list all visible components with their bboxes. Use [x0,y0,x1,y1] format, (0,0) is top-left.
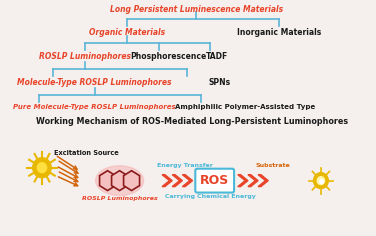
Polygon shape [182,175,193,187]
Text: Long Persistent Luminescence Materials: Long Persistent Luminescence Materials [110,5,283,14]
Text: SPNs: SPNs [208,78,230,87]
Polygon shape [172,175,182,187]
Ellipse shape [96,166,144,196]
Text: Organic Materials: Organic Materials [89,28,165,37]
Text: ROS: ROS [200,174,229,187]
Circle shape [37,163,47,173]
Text: ROSLP Luminophores: ROSLP Luminophores [39,52,131,61]
Polygon shape [124,171,139,191]
Polygon shape [162,175,172,187]
Text: Working Mechanism of ROS-Mediated Long-Persistent Luminophores: Working Mechanism of ROS-Mediated Long-P… [36,117,348,126]
Text: Energy Transfer: Energy Transfer [157,163,213,168]
Polygon shape [100,171,115,191]
Text: Substrate: Substrate [256,163,290,168]
Text: Excitation Source: Excitation Source [54,150,119,156]
Polygon shape [238,175,248,187]
Polygon shape [248,175,258,187]
Text: ROSLP Luminophores: ROSLP Luminophores [82,196,158,201]
Circle shape [33,158,51,178]
Polygon shape [258,175,268,187]
Text: Amphiphilic Polymer-Assisted Type: Amphiphilic Polymer-Assisted Type [175,104,315,110]
Text: TADF: TADF [206,52,229,61]
Text: Molecule-Type ROSLP Luminophores: Molecule-Type ROSLP Luminophores [17,78,172,87]
Text: Phosphorescence: Phosphorescence [130,52,207,61]
Polygon shape [112,171,127,191]
FancyBboxPatch shape [195,169,234,193]
Text: Inorganic Materials: Inorganic Materials [237,28,321,37]
Text: Carrying Chemical Energy: Carrying Chemical Energy [165,194,256,198]
Circle shape [317,177,324,185]
Text: Pure Molecule-Type ROSLP Luminophores: Pure Molecule-Type ROSLP Luminophores [13,104,176,110]
Circle shape [314,173,328,189]
